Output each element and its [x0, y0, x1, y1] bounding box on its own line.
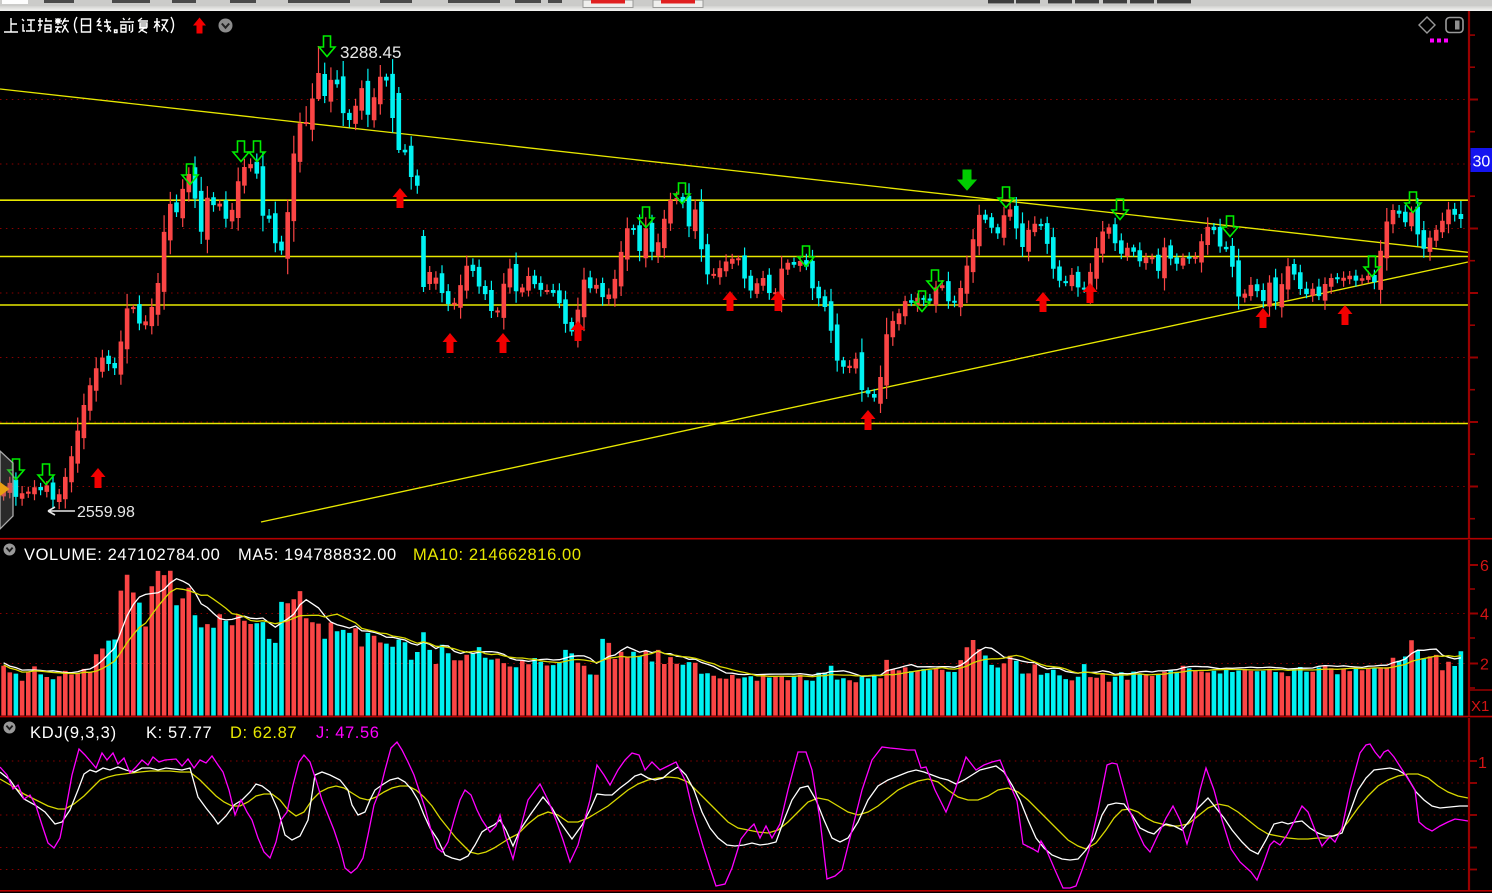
svg-text:30: 30	[1473, 154, 1491, 171]
svg-text:MA5: 194788832.00: MA5: 194788832.00	[238, 546, 397, 564]
svg-text:2559.98: 2559.98	[77, 504, 135, 521]
svg-text:6: 6	[1480, 558, 1489, 575]
svg-text:MA10: 214662816.00: MA10: 214662816.00	[413, 546, 582, 564]
svg-text:D: 62.87: D: 62.87	[230, 724, 297, 742]
svg-text:4: 4	[1480, 607, 1489, 624]
svg-text:2: 2	[1480, 657, 1489, 674]
svg-text:KDJ(9,3,3): KDJ(9,3,3)	[30, 724, 117, 742]
svg-text:J: 47.56: J: 47.56	[316, 724, 380, 742]
svg-text:1: 1	[1478, 755, 1487, 772]
svg-text:3288.45: 3288.45	[340, 43, 401, 62]
svg-text:K: 57.77: K: 57.77	[146, 724, 212, 742]
svg-text:VOLUME: 247102784.00: VOLUME: 247102784.00	[24, 546, 220, 564]
svg-text:X1: X1	[1471, 698, 1489, 715]
